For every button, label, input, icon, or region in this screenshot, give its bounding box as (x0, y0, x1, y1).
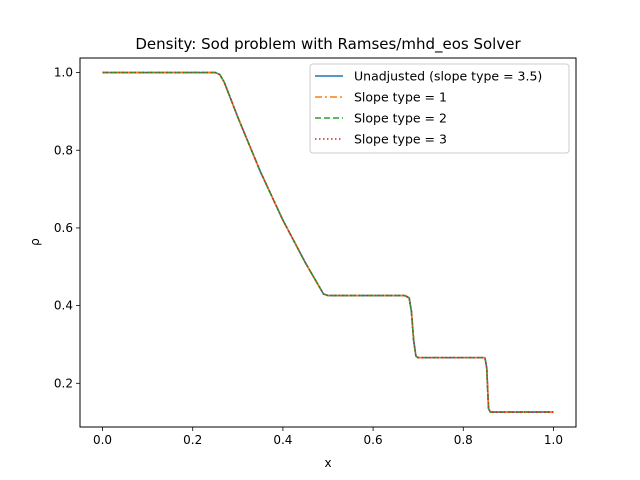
x-tick-label: 0.2 (183, 433, 202, 447)
legend-label-4: Slope type = 3 (354, 132, 447, 147)
legend: Unadjusted (slope type = 3.5) Slope type … (309, 63, 570, 154)
chart-title: Density: Sod problem with Ramses/mhd_eos… (135, 35, 521, 54)
x-tick-label: 1.0 (544, 433, 563, 447)
x-axis: 0.0 0.2 0.4 0.6 0.8 1.0 (93, 427, 563, 447)
legend-label-2: Slope type = 1 (354, 90, 447, 105)
x-tick-label: 0.0 (93, 433, 112, 447)
legend-label-3: Slope type = 2 (354, 111, 447, 126)
y-tick-label: 0.2 (54, 376, 73, 390)
y-tick-label: 0.6 (54, 221, 73, 235)
x-tick-label: 0.4 (273, 433, 292, 447)
y-tick-label: 0.8 (54, 143, 73, 157)
y-axis: 0.2 0.4 0.6 0.8 1.0 (54, 66, 80, 390)
y-tick-label: 0.4 (54, 299, 73, 313)
y-axis-label: ρ (28, 238, 42, 246)
y-tick-label: 1.0 (54, 66, 73, 80)
x-axis-label: x (324, 456, 331, 470)
legend-label-1: Unadjusted (slope type = 3.5) (354, 69, 542, 84)
x-tick-label: 0.8 (454, 433, 473, 447)
x-tick-label: 0.6 (364, 433, 383, 447)
legend-box (309, 63, 570, 154)
plot-frame (79, 57, 577, 428)
series-layer (102, 71, 554, 413)
series-line-4 (102, 71, 554, 413)
